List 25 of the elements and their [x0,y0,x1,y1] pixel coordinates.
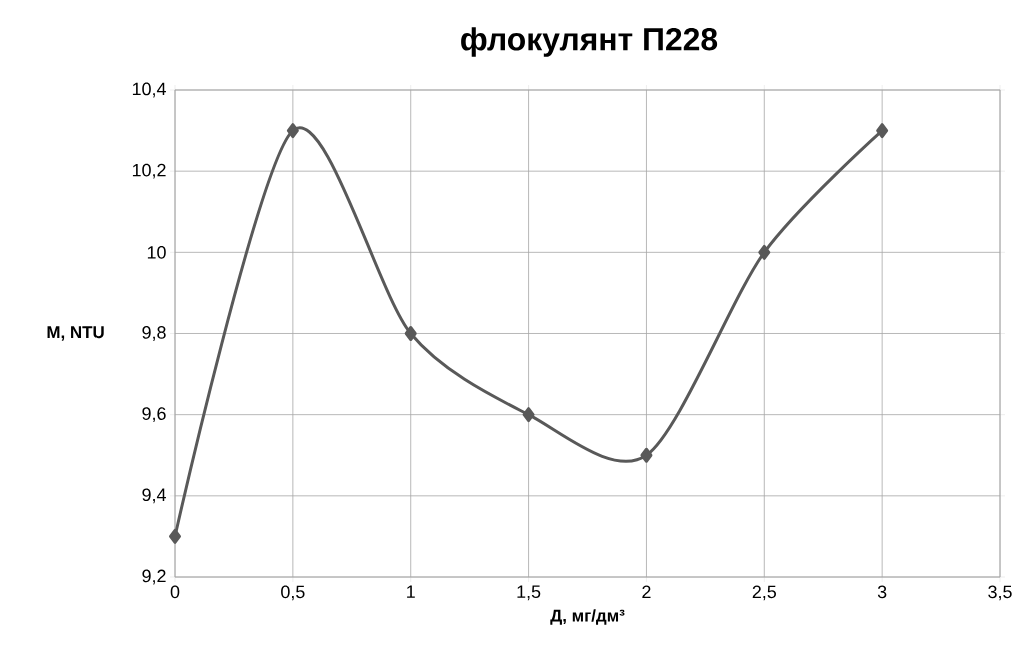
chart-title: флокулянт П228 [461,27,718,57]
y-tick-label: 10 [147,245,166,259]
y-tick-label: 9,8 [142,326,166,341]
x-tick-label: 3,5 [988,585,1012,601]
y-tick-label: 9,2 [142,569,166,585]
x-tick-label: 2 [642,585,651,599]
y-tick-label: 9,4 [142,488,166,504]
x-tick-label: 3 [877,585,887,599]
y-axis-title: М, NTU [47,326,104,341]
point [758,244,771,260]
x-tick-label: 2,5 [752,585,776,601]
x-tick-label: 1 [407,585,415,598]
x-tick-label: 0,5 [281,585,305,601]
x-tick-label: 1,5 [517,585,541,601]
point [286,123,299,139]
y-tick-label: 10,2 [132,163,166,179]
y-tick-label: 9,6 [142,407,166,423]
x-axis-title: Д, мг/дм³ [550,609,625,625]
y-tick-label: 10,4 [132,82,166,98]
point [640,447,653,463]
point [522,407,535,423]
point [876,123,889,139]
x-tick-label: 0 [170,585,180,599]
point [169,528,181,544]
point [404,326,417,341]
